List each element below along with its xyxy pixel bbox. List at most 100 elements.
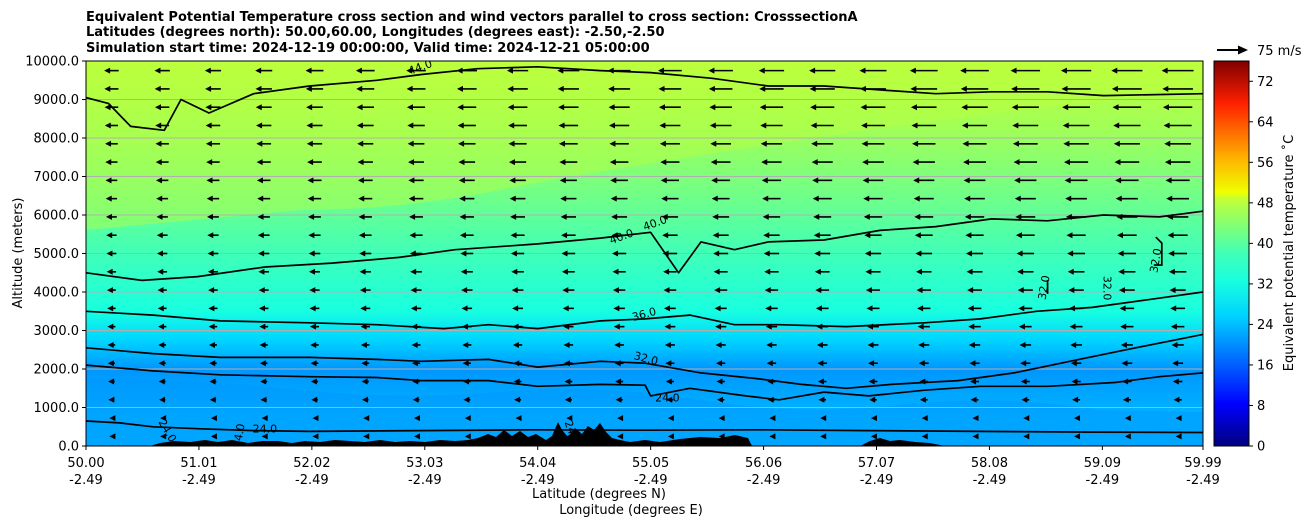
- x-axis-label-latitude: Latitude (degrees N): [532, 487, 666, 502]
- colorbar-tick-label: 32: [1257, 277, 1274, 292]
- wind-vector: [109, 415, 116, 422]
- y-tick-label: 6000.0: [34, 209, 80, 224]
- wind-vector: [713, 250, 729, 257]
- wind-vector: [664, 323, 676, 330]
- wind-vector: [413, 415, 420, 422]
- wind-vector: [709, 122, 732, 129]
- wind-vector: [608, 85, 631, 92]
- wind-vector: [107, 341, 116, 348]
- wind-vector: [510, 232, 525, 239]
- colorbar: [1213, 60, 1250, 447]
- wind-vector: [256, 140, 272, 147]
- wind-vector: [962, 140, 987, 147]
- wind-vector: [909, 67, 938, 74]
- wind-vector: [917, 305, 931, 312]
- wind-vector: [716, 360, 726, 367]
- wind-vector: [817, 360, 828, 367]
- contour-line-24: [86, 364, 1203, 401]
- wind-vector: [867, 341, 879, 348]
- wind-vector: [613, 305, 625, 312]
- wind-vector: [1069, 323, 1083, 330]
- wind-vector: [812, 177, 833, 184]
- wind-vector: [710, 140, 732, 147]
- wind-vector: [308, 268, 320, 275]
- wind-vector: [1020, 360, 1031, 367]
- wind-vector: [612, 250, 627, 257]
- wind-vector: [1023, 415, 1030, 422]
- wind-vector: [358, 213, 372, 220]
- wind-vector: [1018, 323, 1032, 330]
- wind-vector: [1165, 177, 1190, 184]
- wind-vector: [715, 341, 726, 348]
- wind-vector: [718, 415, 725, 422]
- wind-vector: [1017, 268, 1034, 275]
- wind-vector: [613, 323, 625, 330]
- x-tick-label-lat: 58.08: [971, 456, 1008, 471]
- x-tick-label-lon: -2.49: [634, 473, 668, 488]
- chart-title-line-3: Simulation start time: 2024-12-19 00:00:…: [86, 41, 650, 56]
- wind-vector: [1170, 305, 1186, 312]
- wind-vector: [160, 415, 167, 422]
- wind-vector: [1060, 67, 1092, 74]
- warm-upper-shading: [86, 61, 1203, 230]
- wind-vector: [870, 415, 877, 422]
- colorbar-label: Equivalent potential temperature ˚C: [1281, 135, 1297, 371]
- wind-vector: [914, 213, 934, 220]
- wind-vector: [864, 232, 882, 239]
- x-axis-label-longitude: Longitude (degrees E): [559, 503, 703, 518]
- wind-vector: [1020, 378, 1030, 385]
- wind-vector: [965, 232, 984, 239]
- y-tick-label: 5000.0: [34, 247, 80, 262]
- x-tick-label-lon: -2.49: [860, 473, 894, 488]
- wind-vector: [964, 213, 985, 220]
- wind-vector: [157, 268, 168, 275]
- wind-vector: [760, 122, 783, 129]
- wind-vector: [1016, 250, 1035, 257]
- wind-vector: [256, 159, 271, 166]
- quiver-key: 75 m/s: [1217, 44, 1302, 59]
- wind-vector: [1061, 85, 1091, 92]
- wind-vector: [258, 287, 269, 294]
- wind-vector: [710, 159, 731, 166]
- wind-vector: [159, 396, 166, 403]
- wind-vector: [107, 360, 115, 367]
- wind-vector: [814, 268, 830, 275]
- wind-vector: [1111, 85, 1142, 92]
- wind-vector: [208, 323, 218, 330]
- wind-vector: [508, 122, 527, 129]
- wind-vector: [970, 396, 979, 403]
- wind-vector: [918, 360, 929, 367]
- wind-vector: [861, 140, 885, 147]
- quiver-key-label: 75 m/s: [1257, 44, 1302, 59]
- wind-vector: [105, 213, 117, 220]
- wind-vector: [1114, 159, 1140, 166]
- wind-vector: [515, 415, 522, 422]
- wind-vector: [360, 341, 370, 348]
- x-tick-label-lon: -2.49: [973, 473, 1007, 488]
- wind-vector: [108, 396, 115, 403]
- wind-vector: [910, 104, 937, 111]
- wind-vector: [1168, 268, 1187, 275]
- wind-vector: [357, 140, 374, 147]
- wind-vector: [1063, 159, 1089, 166]
- wind-vector: [1070, 360, 1082, 367]
- wind-vector: [608, 104, 630, 111]
- wind-vector: [511, 268, 524, 275]
- wind-vector: [509, 195, 526, 202]
- wind-vector: [617, 433, 624, 440]
- wind-vector: [609, 159, 629, 166]
- contour-label: 36.0: [631, 305, 658, 324]
- wind-vector: [1168, 250, 1188, 257]
- wind-vector: [712, 213, 730, 220]
- wind-vector: [355, 67, 375, 74]
- wind-vector: [910, 85, 938, 92]
- wind-vector: [1120, 341, 1133, 348]
- wind-vector: [458, 159, 476, 166]
- wind-vector: [357, 159, 373, 166]
- wind-vector: [964, 195, 985, 202]
- x-tick-label-lat: 59.09: [1084, 456, 1121, 471]
- wind-vector: [1074, 415, 1081, 422]
- wind-vector: [611, 213, 628, 220]
- wind-vector: [1015, 213, 1036, 220]
